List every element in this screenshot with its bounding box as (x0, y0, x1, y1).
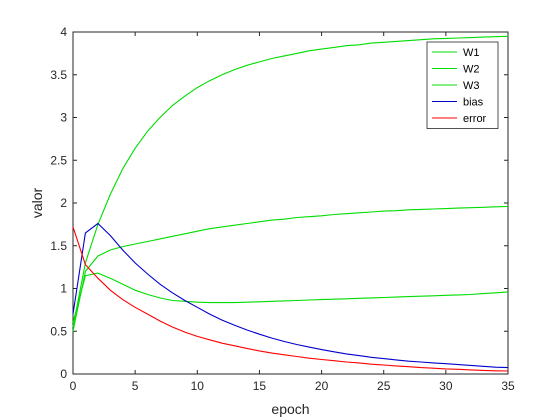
legend-label-bias: bias (463, 97, 484, 109)
x-tick-label: 30 (439, 379, 453, 393)
legend: W1 W2 W3 bias error (426, 41, 499, 129)
y-tick-label: 0 (60, 367, 67, 381)
y-tick-label: 2.5 (50, 153, 67, 167)
x-tick-label: 5 (132, 379, 139, 393)
x-axis-ticks: 0 5 10 15 20 25 30 35 (70, 32, 515, 393)
legend-label-W2: W2 (463, 64, 480, 76)
x-axis-label: epoch (271, 401, 309, 417)
x-tick-label: 35 (501, 379, 515, 393)
x-tick-label: 10 (191, 379, 205, 393)
x-tick-label: 0 (70, 379, 77, 393)
y-tick-label: 0.5 (50, 324, 67, 338)
series-lines (72, 35, 509, 372)
legend-label-W3: W3 (463, 80, 480, 92)
y-tick-label: 4 (60, 25, 67, 39)
y-tick-label: 1.5 (50, 239, 67, 253)
y-tick-label: 3 (60, 111, 67, 125)
x-tick-label: 15 (253, 379, 267, 393)
y-tick-label: 2 (60, 196, 67, 210)
series-line-bias (72, 222, 509, 369)
series-line-W1 (72, 35, 509, 328)
y-axis-ticks: 0 0.5 1 1.5 2 2.5 3 3.5 4 (50, 25, 508, 381)
series-line-W2 (72, 205, 509, 332)
legend-label-error: error (463, 113, 487, 125)
legend-label-W1: W1 (463, 47, 480, 59)
series-line-W3 (72, 272, 509, 323)
y-tick-label: 3.5 (50, 68, 67, 82)
y-axis-label: valor (29, 187, 45, 218)
y-tick-label: 1 (60, 282, 67, 296)
x-tick-label: 25 (377, 379, 391, 393)
x-tick-label: 20 (315, 379, 329, 393)
series-line-error (72, 226, 509, 372)
